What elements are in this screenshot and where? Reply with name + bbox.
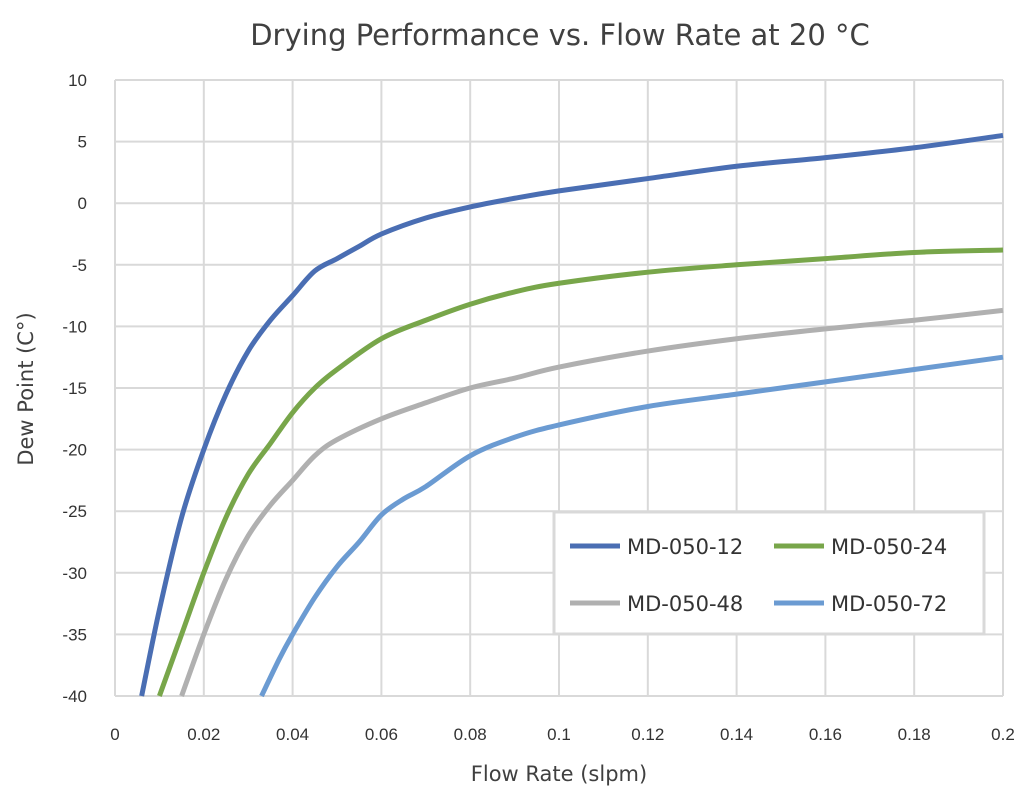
y-tick-label: 10 [68, 71, 87, 90]
y-tick-label: -10 [62, 317, 87, 336]
series-line-md-050-24 [157, 247, 1004, 697]
x-tick-label: 0.14 [720, 725, 753, 744]
chart-title: Drying Performance vs. Flow Rate at 20 °… [250, 18, 870, 52]
y-tick-label: -40 [62, 687, 87, 706]
series-line-md-050-72 [259, 354, 1004, 698]
x-tick-label: 0.1 [547, 725, 571, 744]
y-tick-label: -15 [62, 379, 87, 398]
series-line-md-050-12 [139, 132, 1004, 697]
legend: MD-050-12 MD-050-24 MD-050-48 MD-050-72 [552, 510, 986, 636]
series-lines [139, 132, 1004, 698]
x-axis-ticks: 0 0.02 0.04 0.06 0.08 0.1 0.12 0.14 0.16 0.18 0.2 [110, 725, 1015, 744]
legend-label: MD-050-12 [627, 535, 743, 559]
y-tick-label: -35 [62, 625, 87, 644]
x-axis-title: Flow Rate (slpm) [471, 762, 647, 786]
legend-label: MD-050-48 [627, 592, 743, 616]
x-tick-label: 0.02 [187, 725, 220, 744]
legend-box [552, 510, 986, 636]
y-axis-title: Dew Point (C°) [14, 312, 38, 465]
series-line-md-050-48 [179, 307, 1004, 697]
y-tick-label: -30 [62, 564, 87, 583]
x-tick-label: 0.2 [991, 725, 1015, 744]
legend-label: MD-050-24 [831, 535, 947, 559]
x-tick-label: 0.06 [365, 725, 398, 744]
y-tick-label: 0 [78, 194, 87, 213]
y-tick-label: -25 [62, 502, 87, 521]
x-tick-label: 0.08 [454, 725, 487, 744]
x-tick-label: 0.18 [898, 725, 931, 744]
legend-label: MD-050-72 [831, 592, 947, 616]
x-tick-label: 0 [110, 725, 119, 744]
y-tick-label: 5 [78, 133, 87, 152]
y-tick-label: -5 [72, 256, 87, 275]
x-tick-label: 0.04 [276, 725, 309, 744]
y-tick-label: -20 [62, 441, 87, 460]
x-tick-label: 0.12 [631, 725, 664, 744]
y-axis-ticks: 10 5 0 -5 -10 -15 -20 -25 -30 -35 -40 [62, 71, 87, 706]
gridlines [114, 79, 1004, 697]
x-tick-label: 0.16 [809, 725, 842, 744]
